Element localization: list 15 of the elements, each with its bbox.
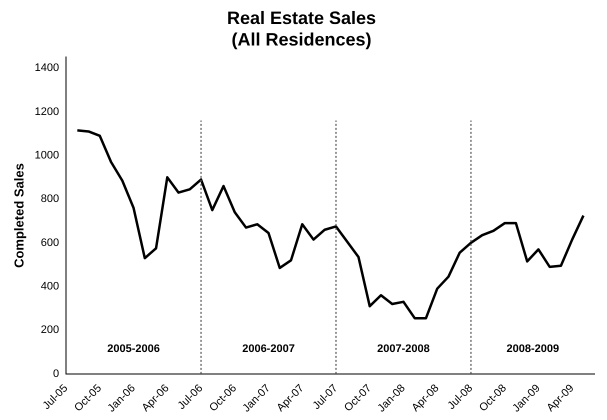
chart-title: Real Estate Sales (226, 8, 376, 28)
y-axis-title: Completed Sales (11, 163, 26, 268)
y-tick-label: 1400 (34, 62, 60, 74)
y-tick-label: 800 (40, 193, 60, 206)
annotation: 2005-2006 (107, 342, 160, 355)
chart-subtitle: (All Residences) (231, 29, 372, 50)
y-tick-label: 400 (40, 280, 60, 293)
annotation: 2008-2009 (506, 342, 560, 355)
y-tick-label: 200 (40, 324, 60, 336)
y-tick-label: 600 (40, 236, 60, 249)
y-tick-label: 0 (52, 368, 60, 380)
annotation: 2006-2007 (242, 342, 295, 355)
y-tick-label: 1000 (34, 150, 60, 162)
y-tick-label: 1200 (34, 106, 60, 118)
annotation: 2007-2008 (377, 342, 430, 355)
